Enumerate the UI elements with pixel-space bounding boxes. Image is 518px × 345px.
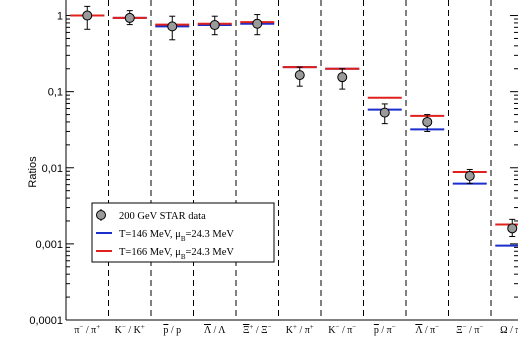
y-axis-label: Ratios [27, 156, 39, 188]
data-point [124, 12, 135, 23]
x-tick-label: K+ / π+ [286, 323, 314, 336]
x-tick-label: K− / K+ [115, 323, 145, 336]
y-tick-label: 0,1 [48, 87, 63, 99]
data-point [507, 223, 518, 234]
y-tick-label: 0,01 [42, 163, 63, 175]
x-tick-label: Ω / π− [500, 323, 518, 336]
data-point [464, 170, 475, 181]
x-tick-label: Λ / π− [415, 323, 439, 336]
x-tick-label: p / p [163, 325, 181, 336]
legend: 200 GeV STAR data T=146 MeV, μB=24.3 MeV T… [91, 202, 275, 263]
category-separators [108, 0, 492, 320]
data-point [294, 70, 305, 81]
data-point [252, 18, 263, 29]
axes: 1 0,1 0,01 0,001 0,0001 [29, 0, 518, 327]
y-tick-label: 1 [57, 11, 63, 23]
x-tick-label: Λ / Λ [204, 325, 226, 336]
x-tick-label: Ξ+ / Ξ− [243, 323, 272, 336]
legend-box [91, 202, 275, 263]
y-tick-label: 0,001 [35, 239, 63, 251]
y-tick-label: 0,0001 [29, 315, 63, 327]
data-point [422, 116, 433, 127]
data-point [209, 20, 220, 31]
legend-t146-label: T=146 MeV, μB=24.3 MeV [119, 229, 234, 243]
x-tick-labels: π− / π+ K− / K+ p / p Λ / Λ Ξ+ / Ξ− K+ / π+ K−… [74, 323, 518, 336]
legend-data-label: 200 GeV STAR data [119, 211, 206, 222]
data-point [167, 21, 178, 32]
data-point [82, 10, 93, 21]
data-point [379, 107, 390, 118]
data-marks [70, 5, 518, 247]
x-tick-label: p / π− [374, 323, 396, 336]
legend-data-marker [96, 210, 106, 220]
legend-t166-label: T=166 MeV, μB=24.3 MeV [119, 247, 234, 261]
data-point [337, 72, 348, 83]
x-tick-label: K− / π− [328, 323, 356, 336]
x-tick-label: Ξ− / π− [456, 323, 483, 336]
x-tick-label: π− / π+ [74, 323, 100, 336]
